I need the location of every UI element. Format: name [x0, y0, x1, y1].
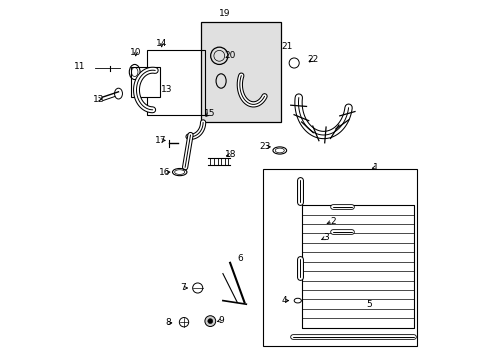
- Text: 9: 9: [218, 316, 224, 325]
- Text: 5: 5: [365, 300, 371, 309]
- Text: 8: 8: [165, 319, 171, 328]
- Text: 7: 7: [180, 284, 186, 293]
- Text: 20: 20: [224, 51, 235, 60]
- Text: 21: 21: [281, 42, 292, 51]
- Text: 16: 16: [159, 168, 170, 177]
- Text: 12: 12: [93, 95, 104, 104]
- Text: 18: 18: [224, 150, 236, 159]
- Text: 19: 19: [219, 9, 230, 18]
- Circle shape: [207, 319, 212, 324]
- Polygon shape: [302, 205, 413, 328]
- Text: 23: 23: [259, 142, 270, 151]
- Text: 10: 10: [130, 48, 141, 57]
- Text: 2: 2: [329, 217, 335, 226]
- Text: 6: 6: [237, 254, 243, 263]
- Text: 3: 3: [323, 233, 328, 242]
- Text: 17: 17: [155, 136, 166, 145]
- Text: 4: 4: [281, 296, 286, 305]
- Text: 1: 1: [372, 163, 378, 172]
- Circle shape: [204, 316, 215, 327]
- Text: 15: 15: [203, 109, 215, 118]
- Text: 22: 22: [306, 55, 318, 64]
- Polygon shape: [131, 67, 160, 97]
- Text: 11: 11: [74, 62, 85, 71]
- Text: 14: 14: [156, 39, 167, 48]
- Text: 13: 13: [161, 85, 172, 94]
- Polygon shape: [201, 22, 280, 122]
